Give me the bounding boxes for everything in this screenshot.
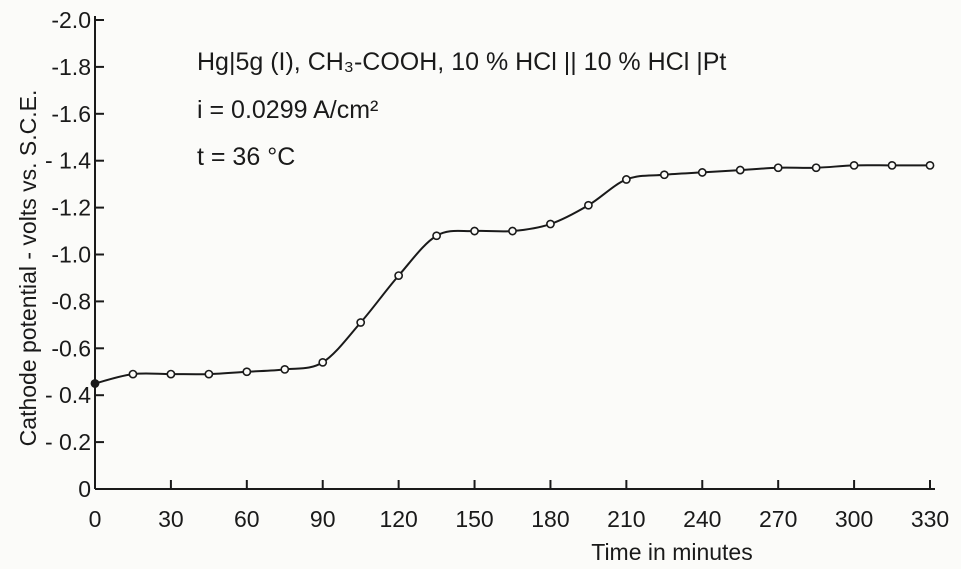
y-tick-label: -0.8 (51, 288, 91, 314)
tick-labels: 0 30 60 90 120 150 180 210 240 270 300 330 0 - 0.2 - 0… (45, 7, 949, 532)
data-point (242, 367, 252, 377)
y-axis-title: Cathode potential - volts vs. S.C.E. (15, 90, 41, 447)
data-point (735, 165, 745, 175)
data-point (697, 168, 707, 177)
x-tick-label: 90 (310, 506, 336, 532)
y-tick-label: -1.0 (51, 242, 91, 268)
data-point (470, 226, 479, 236)
data-point (546, 219, 555, 229)
series-line (94, 164, 930, 385)
data-point (280, 365, 290, 374)
data-point (90, 379, 100, 388)
data-point (584, 200, 593, 210)
data-point (128, 369, 138, 379)
x-tick-label: 180 (531, 506, 569, 532)
y-tick-label: -1.2 (51, 195, 91, 221)
y-tick-label: 0 (78, 476, 91, 502)
data-points-layer (90, 160, 935, 388)
x-tick-label: 30 (158, 506, 184, 532)
data-point (204, 369, 214, 379)
x-tick-label: 240 (683, 506, 721, 532)
data-point (432, 231, 441, 241)
x-tick-label: 120 (379, 506, 417, 532)
series-curve-layer (94, 164, 930, 385)
data-point (811, 163, 821, 173)
x-tick-label: 150 (455, 506, 493, 532)
y-tick-label: - 0.2 (45, 429, 91, 455)
data-point (394, 271, 404, 281)
data-point (887, 160, 897, 170)
x-axis-title: Time in minutes (591, 539, 752, 565)
x-tick-label: 0 (89, 506, 102, 532)
temperature-annotation: t = 36 °C (197, 143, 295, 171)
data-point (925, 160, 935, 170)
y-tick-label: -1.8 (51, 54, 91, 80)
y-tick-label: -1.6 (51, 101, 91, 127)
data-point (773, 163, 783, 173)
y-tick-label: -0.6 (51, 335, 91, 361)
data-point (849, 160, 859, 170)
x-tick-label: 210 (607, 506, 645, 532)
x-tick-label: 330 (911, 506, 949, 532)
x-tick-label: 300 (835, 506, 873, 532)
y-tick-label: - 0.4 (45, 382, 91, 408)
current-density-annotation: i = 0.0299 A/cm² (197, 96, 378, 124)
data-point (166, 369, 176, 379)
data-point (318, 357, 328, 367)
ticks (94, 19, 931, 490)
x-tick-label: 60 (234, 506, 260, 532)
data-point (659, 170, 669, 180)
y-tick-label: -2.0 (51, 7, 91, 33)
cell-annotation: Hg|5g (I), CH₃-COOH, 10 % HCl || 10 % HC… (197, 48, 726, 76)
data-point (621, 175, 631, 184)
x-tick-label: 270 (759, 506, 797, 532)
y-tick-label: - 1.4 (45, 148, 91, 174)
data-point (356, 318, 366, 327)
data-point (508, 226, 517, 236)
axes (94, 16, 935, 490)
